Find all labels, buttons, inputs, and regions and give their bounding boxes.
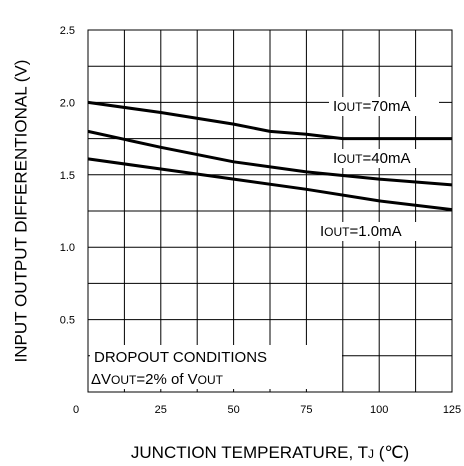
annotation-bg (90, 345, 342, 389)
y-tick-label: 1.5 (60, 170, 75, 182)
series-line-2 (87, 129, 453, 187)
series-label-2: IOUT=40mA (333, 150, 410, 167)
x-tick-label: 25 (155, 404, 167, 416)
series-label-1: IOUT=70mA (333, 98, 410, 115)
y-axis-label: INPUT OUTPUT DIFFERENTIONAL (V) (11, 60, 30, 363)
annotation-line-2: ΔVOUT=2% of VOUT (91, 371, 224, 388)
y-tick-label: 1.0 (60, 242, 75, 254)
annotation-line-1: DROPOUT CONDITIONS (94, 349, 267, 366)
x-tick-label: 50 (227, 404, 239, 416)
tick-labels: 0.5 1.0 1.5 2.0 2.5 0 25 50 75 100 125 (60, 25, 461, 416)
plot-frame (87, 29, 453, 393)
y-tick-label: 2.0 (60, 97, 75, 109)
y-tick-label: 0.5 (60, 315, 75, 327)
series-line-3 (87, 157, 453, 212)
series-line-1 (87, 100, 452, 141)
series-label-bg (329, 149, 439, 168)
x-tick-label: 75 (300, 404, 312, 416)
series-label-bg (329, 97, 439, 116)
y-tick-label: 2.5 (60, 25, 75, 37)
series-label-bg (316, 222, 432, 241)
x-tick-label: 125 (443, 404, 461, 416)
dropout-annotation: DROPOUT CONDITIONS ΔVOUT=2% of VOUT (90, 345, 342, 389)
x-tick-label: 0 (73, 404, 79, 416)
series-lines (87, 100, 453, 212)
x-axis-label: JUNCTION TEMPERATURE, TJ (℃) (131, 443, 409, 462)
series-label-3: IOUT=1.0mA (320, 223, 402, 240)
x-tick-label: 100 (370, 404, 388, 416)
series-labels: IOUT=70mA IOUT=40mA IOUT=1.0mA (316, 97, 439, 241)
grid (88, 30, 452, 392)
